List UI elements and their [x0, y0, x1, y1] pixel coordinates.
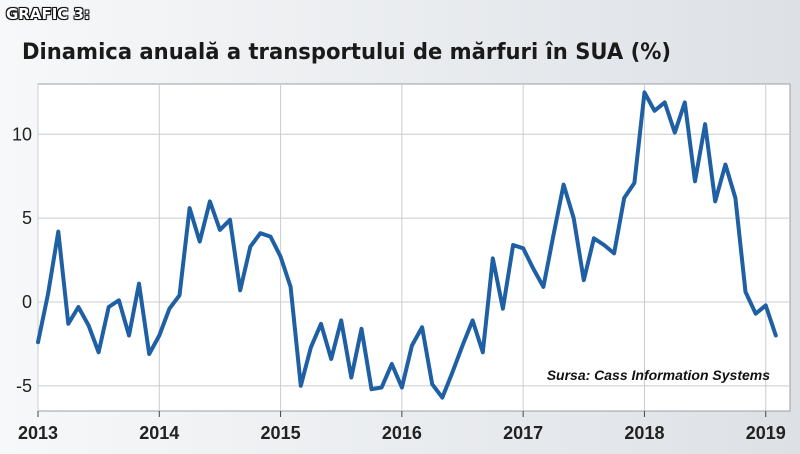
axis-ticks: -5 0 5 10 2013 2014 2015 2016 2017 2018 2019 [12, 124, 786, 443]
y-tick-label: 5 [22, 208, 32, 228]
series-line-freight-dynamics [36, 90, 778, 400]
chart-title: Dinamica anuală a transportului de mărfu… [22, 40, 672, 65]
source-note: Sursa: Cass Information Systems [547, 367, 771, 383]
x-tick-label: 2018 [624, 423, 664, 443]
x-tick-label: 2016 [382, 423, 422, 443]
x-tick-label: 2017 [503, 423, 543, 443]
x-tick-label: 2015 [261, 423, 301, 443]
plot-area [37, 83, 791, 412]
y-tick-label: -5 [16, 376, 32, 396]
y-tick-label: 0 [22, 292, 32, 312]
x-tick-label: 2014 [139, 423, 179, 443]
x-tick-label: 2019 [746, 423, 786, 443]
figure-label: GRAFIC 3: [6, 5, 90, 23]
x-tick-label: 2013 [18, 423, 58, 443]
y-tick-label: 10 [12, 124, 32, 144]
data-points [37, 92, 776, 398]
grid [37, 84, 790, 411]
